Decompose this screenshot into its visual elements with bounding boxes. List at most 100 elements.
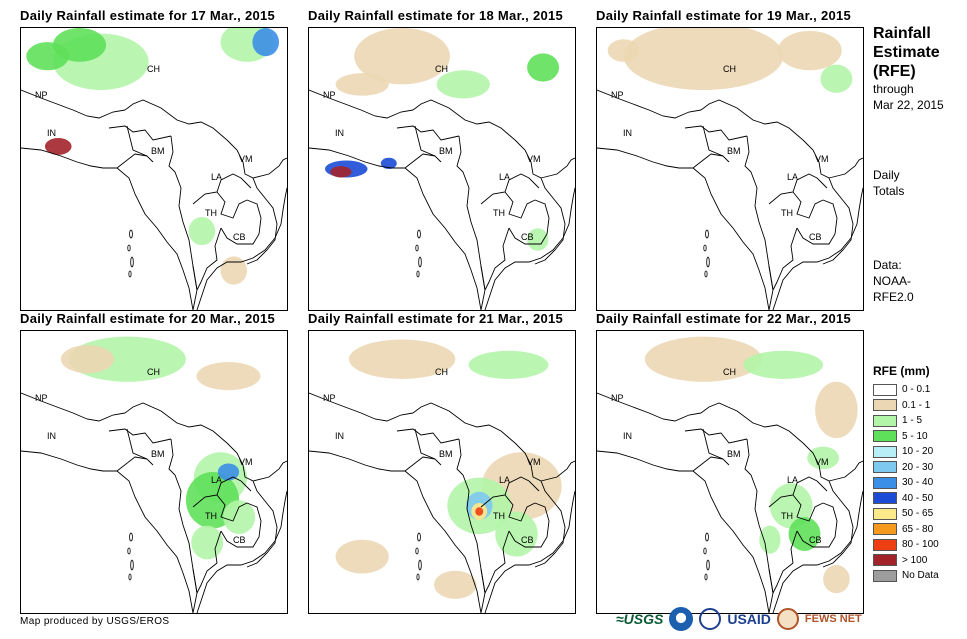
country-border (396, 125, 460, 141)
country-border (480, 568, 486, 594)
country-border (21, 392, 126, 422)
legend-item: 80 - 100 (873, 537, 939, 553)
legend-swatch (873, 507, 897, 520)
rainfall-patch (759, 525, 781, 554)
rainfall-patch (823, 565, 850, 594)
country-label-in: IN (47, 431, 56, 441)
legend-item: 1 - 5 (873, 413, 939, 429)
usaid-logo: USAID (727, 611, 771, 627)
country-label-la: LA (499, 475, 510, 485)
island (415, 547, 419, 555)
precipitation-layer (644, 336, 858, 594)
country-border (192, 173, 252, 205)
country-border (508, 199, 550, 245)
country-border (480, 173, 540, 205)
country-border (404, 456, 436, 472)
legend-label: 65 - 80 (902, 523, 934, 535)
data-source-2: RFE2.0 (873, 290, 914, 304)
country-label-vm: VM (239, 457, 253, 467)
island (706, 256, 710, 268)
country-label-np: NP (35, 393, 48, 403)
island (418, 559, 422, 571)
country-label-ch: CH (147, 64, 160, 74)
country-label-in: IN (335, 431, 344, 441)
rainfall-map: CH NP IN BM LA VM TH CB (21, 336, 287, 613)
country-border (414, 125, 442, 163)
country-label-cb: CB (521, 232, 534, 242)
title-line-3: (RFE) (873, 63, 916, 80)
island (704, 270, 708, 278)
country-border (828, 460, 863, 482)
country-label-in: IN (335, 128, 344, 138)
legend-item: 50 - 65 (873, 506, 939, 522)
country-border (216, 494, 248, 522)
country-label-la: LA (499, 172, 510, 182)
country-border (116, 456, 148, 472)
legend-label: No Data (902, 570, 939, 582)
legend-item: 30 - 40 (873, 475, 939, 491)
country-border (192, 568, 198, 594)
country-label-bm: BM (151, 146, 165, 156)
island (703, 547, 707, 555)
legend-item: 5 - 10 (873, 429, 939, 445)
legend-label: 50 - 65 (902, 508, 934, 520)
rainfall-patch (196, 362, 261, 391)
title-line-1: Rainfall (873, 25, 931, 42)
country-border (226, 139, 278, 265)
country-border (700, 402, 804, 444)
rainfall-patch (223, 500, 256, 535)
rainfall-patch (436, 70, 490, 99)
panel-title: Daily Rainfall estimate for 21 Mar., 201… (308, 311, 564, 326)
country-border (796, 199, 838, 245)
island (705, 532, 709, 542)
rainfall-patch (769, 483, 813, 529)
country-label-in: IN (47, 128, 56, 138)
country-border (226, 442, 278, 568)
country-border (412, 402, 516, 444)
map-frame: CH NP IN BM LA VM TH CB (20, 330, 288, 614)
country-border (196, 530, 222, 594)
legend-swatch (873, 523, 897, 536)
map-frame: CH NP IN BM LA VM TH CB (596, 27, 864, 311)
country-border (802, 442, 854, 568)
country-border (484, 530, 510, 594)
country-label-bm: BM (727, 146, 741, 156)
island (418, 256, 422, 268)
country-label-cb: CB (233, 232, 246, 242)
data-label: Data: (873, 258, 902, 272)
legend-swatch (873, 383, 897, 396)
coastline (21, 450, 287, 613)
country-label-th: TH (781, 511, 793, 521)
country-border (396, 428, 460, 444)
legend-label: 0.1 - 1 (902, 399, 931, 411)
country-border (21, 89, 126, 119)
legend-item: 0 - 0.1 (873, 382, 939, 398)
data-source-1: NOAA- (873, 274, 912, 288)
country-border (108, 125, 172, 141)
country-border (220, 502, 262, 548)
country-label-bm: BM (439, 449, 453, 459)
country-border (768, 173, 828, 205)
country-border (597, 392, 702, 422)
country-label-np: NP (611, 393, 624, 403)
country-border (684, 125, 748, 141)
precipitation-layer (26, 28, 280, 285)
country-label-bm: BM (439, 146, 453, 156)
country-label-th: TH (205, 511, 217, 521)
country-border (692, 456, 724, 472)
country-border (702, 125, 730, 163)
rainfall-map: CH NP IN BM LA VM TH CB (21, 28, 287, 310)
rainfall-map: CH NP IN BM LA VM TH CB (597, 336, 863, 613)
country-border (484, 227, 510, 291)
country-label-np: NP (323, 90, 336, 100)
rainfall-patch (335, 73, 389, 96)
legend-swatch (873, 399, 897, 412)
legend-item: > 100 (873, 553, 939, 569)
island (417, 532, 421, 542)
country-border (309, 89, 414, 119)
rainfall-patch (220, 256, 248, 285)
rainfall-patch (644, 336, 762, 382)
rainfall-patch (495, 511, 538, 557)
precipitation-layer (607, 28, 853, 93)
legend-label: 20 - 30 (902, 461, 934, 473)
